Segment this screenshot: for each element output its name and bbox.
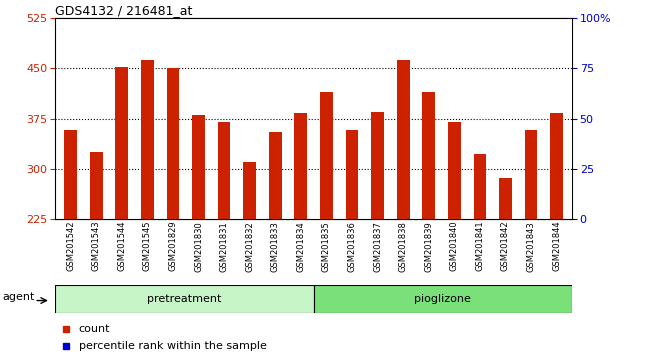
Bar <box>55 285 313 313</box>
Text: pretreatment: pretreatment <box>148 294 222 304</box>
Text: count: count <box>79 324 110 333</box>
Bar <box>551 113 563 219</box>
Bar <box>269 132 281 219</box>
Bar <box>115 67 128 219</box>
Text: agent: agent <box>3 292 35 302</box>
Bar <box>313 285 572 313</box>
Bar <box>320 92 333 219</box>
Bar <box>294 113 307 219</box>
Bar <box>448 122 461 219</box>
Bar <box>166 68 179 219</box>
Bar <box>473 154 486 219</box>
Bar <box>422 92 435 219</box>
Bar <box>371 112 384 219</box>
Text: percentile rank within the sample: percentile rank within the sample <box>79 341 266 351</box>
Bar <box>64 130 77 219</box>
Text: pioglizone: pioglizone <box>415 294 471 304</box>
Bar <box>243 162 256 219</box>
Bar <box>346 130 358 219</box>
Bar <box>525 130 538 219</box>
Bar <box>218 122 231 219</box>
Bar <box>499 178 512 219</box>
Bar <box>192 115 205 219</box>
Bar <box>90 152 103 219</box>
Text: GDS4132 / 216481_at: GDS4132 / 216481_at <box>55 4 192 17</box>
Bar <box>141 60 154 219</box>
Bar <box>396 60 410 219</box>
